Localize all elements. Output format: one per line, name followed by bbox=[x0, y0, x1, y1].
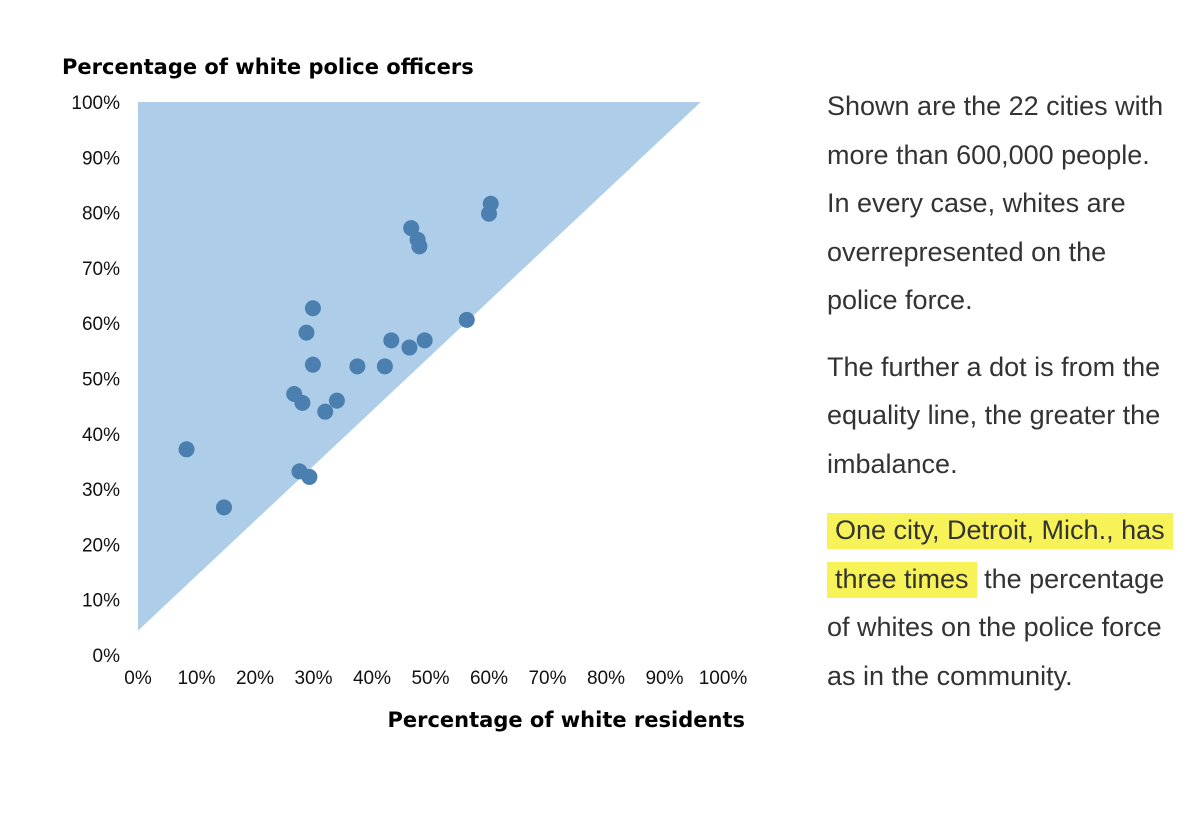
data-points bbox=[178, 195, 499, 516]
data-point bbox=[349, 358, 366, 375]
y-tick-label: 100% bbox=[71, 93, 120, 114]
data-point bbox=[482, 195, 499, 212]
x-axis-title: Percentage of white residents bbox=[387, 708, 745, 732]
x-tick-label: 50% bbox=[411, 668, 449, 689]
caption-paragraph-3: One city, Detroit, Mich., has three time… bbox=[827, 506, 1177, 700]
x-tick-label: 70% bbox=[528, 668, 566, 689]
data-point bbox=[328, 392, 345, 409]
caption-paragraph-2: The further a dot is from the equality l… bbox=[827, 351, 1161, 479]
y-tick-label: 0% bbox=[93, 646, 121, 667]
y-tick-label: 50% bbox=[82, 370, 120, 391]
y-tick-label: 70% bbox=[82, 259, 120, 280]
caption-paragraph-1: Shown are the 22 cities with more than 6… bbox=[827, 91, 1164, 315]
data-point bbox=[376, 358, 393, 375]
x-tick-label: 90% bbox=[645, 668, 683, 689]
data-point bbox=[411, 238, 428, 255]
y-tick-label: 10% bbox=[82, 591, 120, 612]
y-tick-label: 60% bbox=[82, 314, 120, 335]
data-point bbox=[401, 339, 418, 356]
data-point bbox=[317, 403, 334, 420]
y-axis-ticks: 0% 10% 20% 30% 40% 50% 60% 70% 80% 90% 100% bbox=[71, 93, 120, 667]
scatter-chart: 0% 10% 20% 30% 40% 50% 60% 70% 80% 90% 100% 0% 10% 2… bbox=[62, 55, 747, 732]
y-tick-label: 80% bbox=[82, 204, 120, 225]
data-point bbox=[215, 499, 232, 516]
x-tick-label: 10% bbox=[177, 668, 215, 689]
x-tick-label: 40% bbox=[353, 668, 391, 689]
data-point bbox=[416, 332, 433, 349]
y-tick-label: 40% bbox=[82, 425, 120, 446]
data-point bbox=[383, 332, 400, 349]
x-tick-label: 30% bbox=[294, 668, 332, 689]
y-tick-label: 90% bbox=[82, 148, 120, 169]
caption-paragraph-3-rest: the percentage of whites on the police f… bbox=[827, 563, 1165, 691]
data-point bbox=[458, 311, 475, 328]
data-point bbox=[178, 441, 195, 458]
equality-region bbox=[138, 102, 701, 631]
x-tick-label: 100% bbox=[699, 668, 748, 689]
y-tick-label: 30% bbox=[82, 480, 120, 501]
caption: Shown are the 22 cities with more than 6… bbox=[827, 82, 1177, 718]
x-tick-label: 60% bbox=[470, 668, 508, 689]
x-tick-label: 80% bbox=[587, 668, 625, 689]
x-tick-label: 20% bbox=[236, 668, 274, 689]
y-tick-label: 20% bbox=[82, 535, 120, 556]
data-point bbox=[301, 468, 318, 485]
data-point bbox=[298, 324, 315, 341]
x-tick-label: 0% bbox=[124, 668, 152, 689]
data-point bbox=[304, 300, 321, 317]
data-point bbox=[294, 394, 311, 411]
data-point bbox=[304, 356, 321, 373]
x-axis-ticks: 0% 10% 20% 30% 40% 50% 60% 70% 80% 90% 100% bbox=[124, 668, 747, 689]
y-axis-title: Percentage of white police officers bbox=[62, 55, 474, 79]
